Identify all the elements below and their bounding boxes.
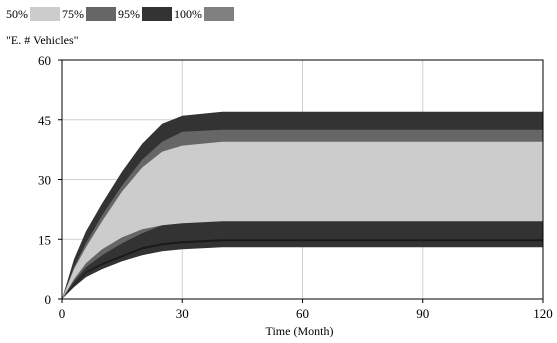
legend-item: 100% [174, 6, 234, 22]
x-axis-label: Time (Month) [266, 324, 334, 338]
x-tick-label: 90 [416, 306, 429, 321]
legend-label: 95% [118, 7, 140, 21]
x-tick-label: 30 [176, 306, 189, 321]
y-tick-label: 30 [38, 173, 51, 188]
legend-item: 95% [118, 6, 172, 22]
x-tick-label: 120 [533, 306, 553, 321]
y-tick-label: 0 [45, 292, 52, 307]
legend-swatch [142, 7, 172, 21]
legend-label: 100% [174, 7, 202, 21]
legend-item: 50% [6, 6, 60, 22]
legend-swatch [30, 7, 60, 21]
x-tick-label: 60 [296, 306, 309, 321]
legend-swatch [86, 7, 116, 21]
y-tick-label: 60 [38, 53, 51, 68]
y-tick-label: 15 [38, 232, 51, 247]
legend-label: 50% [6, 7, 28, 21]
variable-label: "E. # Vehicles" [6, 33, 79, 47]
legend-swatch [204, 7, 234, 21]
legend-item: 75% [62, 6, 116, 22]
y-tick-label: 45 [38, 113, 51, 128]
legend-label: 75% [62, 7, 84, 21]
band-50pct [62, 141, 543, 299]
legend: 50% 75% 95% 100% [6, 6, 236, 22]
x-tick-label: 0 [59, 306, 66, 321]
